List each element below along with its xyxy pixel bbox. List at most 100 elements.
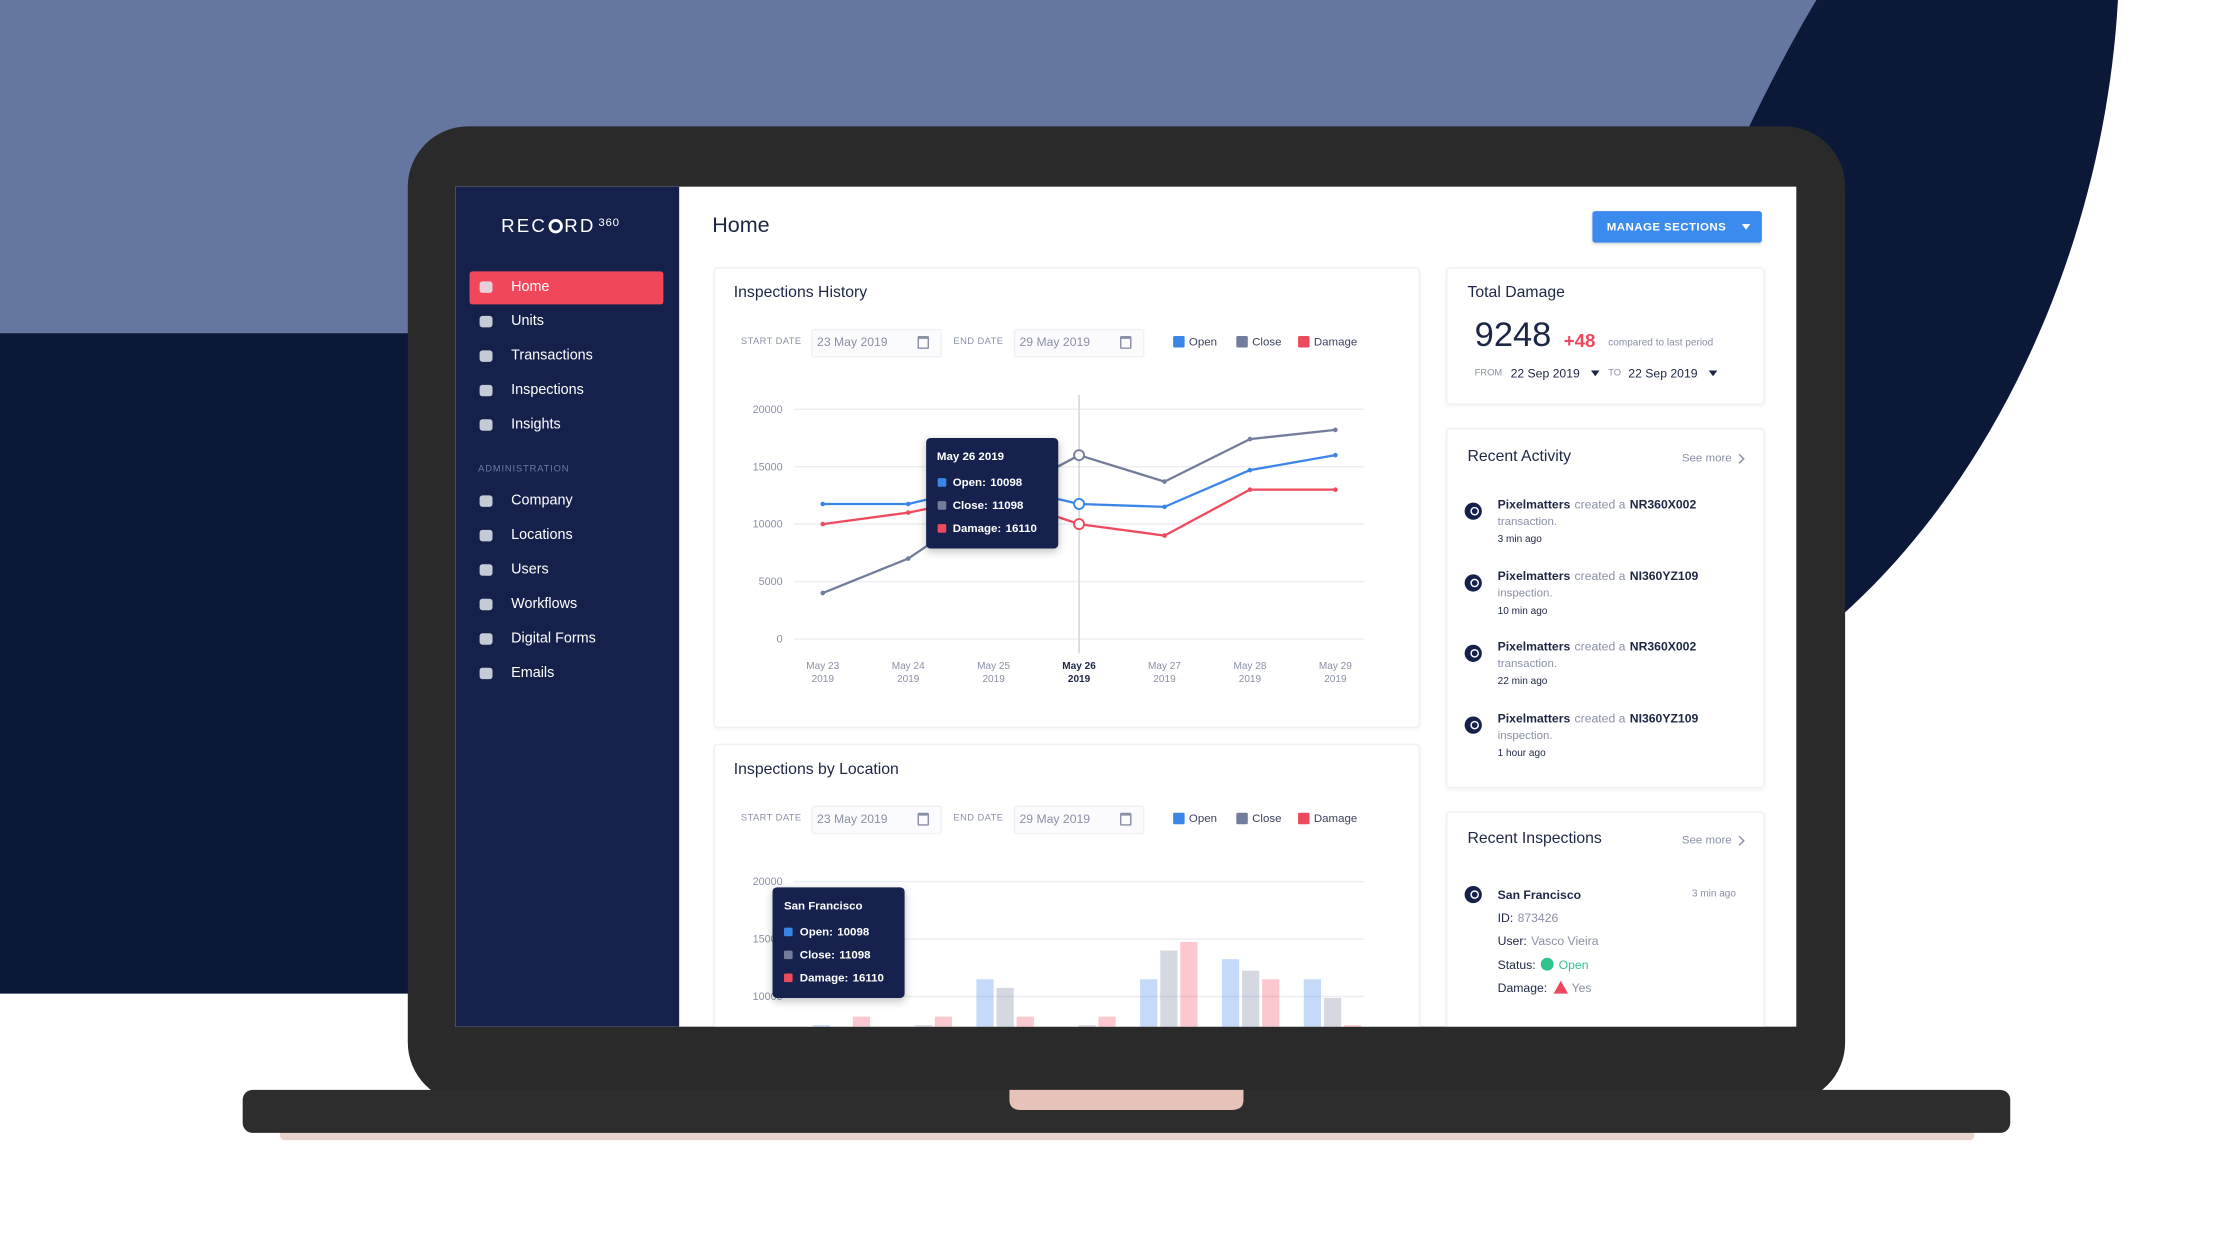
y-tick-label: 20000 xyxy=(752,875,783,889)
total-change: +48 xyxy=(1563,329,1596,352)
avatar-inner xyxy=(1469,649,1479,658)
point xyxy=(1073,518,1086,531)
tooltip-item: Damage: 16110 xyxy=(953,522,1037,535)
point xyxy=(820,590,826,596)
nav-item[interactable]: Units xyxy=(470,305,664,338)
card-title: Inspections History xyxy=(733,284,868,302)
y-tick-label: 5000 xyxy=(758,575,783,588)
manage-button[interactable]: MANAGE SECTIONS xyxy=(1592,211,1762,243)
tooltip-item: Open: 10098 xyxy=(800,925,869,938)
tooltip: San Francisco Open: 10098 Close: 11098 Damage… xyxy=(772,887,905,998)
nav-item[interactable]: Inspections xyxy=(470,374,664,407)
legend-label: Damage xyxy=(1313,811,1358,825)
nav-item[interactable]: Company xyxy=(470,485,664,518)
logo-text: RD xyxy=(564,214,596,237)
legend-swatch xyxy=(1173,812,1185,825)
legend-label: Open xyxy=(1188,811,1218,825)
nav-item[interactable]: Workflows xyxy=(470,588,664,621)
y-tick-label: 10000 xyxy=(752,517,783,531)
avatar-inner xyxy=(1469,720,1479,729)
activity-time: 10 min ago xyxy=(1497,605,1548,616)
date-field[interactable] xyxy=(1013,805,1145,835)
to-label: TO xyxy=(1608,368,1622,379)
activity-user: Pixelmatters xyxy=(1497,567,1571,583)
tooltip-swatch xyxy=(936,478,946,487)
nav-item[interactable]: Transactions xyxy=(470,340,664,373)
date-value: 29 May 2019 xyxy=(1019,811,1091,826)
legend-swatch xyxy=(1173,335,1185,348)
date-field[interactable] xyxy=(811,328,942,358)
point xyxy=(820,521,826,527)
nav-item[interactable]: Insights xyxy=(470,409,664,442)
bar xyxy=(996,987,1014,1027)
point xyxy=(905,501,911,507)
nav-label: Locations xyxy=(511,527,573,544)
logo-suffix: 360 xyxy=(598,216,620,230)
see-more[interactable]: See more xyxy=(1681,451,1732,465)
x-tick-label: May 23 2019 xyxy=(806,661,840,685)
tooltip-title: San Francisco xyxy=(783,899,863,913)
chart-layer xyxy=(794,394,1365,1027)
date-field[interactable] xyxy=(811,805,942,835)
date-field[interactable] xyxy=(1013,328,1145,358)
tooltip-item: Damage: 16110 xyxy=(800,971,884,984)
activity-action: created a xyxy=(1574,567,1626,583)
nav-item[interactable]: Locations xyxy=(470,519,664,552)
nav-item[interactable]: Home xyxy=(469,270,664,304)
card-title: Recent Activity xyxy=(1467,447,1572,466)
activity-user: Pixelmatters xyxy=(1497,638,1571,654)
date-value: 29 May 2019 xyxy=(1019,334,1091,349)
see-more[interactable]: See more xyxy=(1681,833,1732,847)
from-date[interactable]: 22 Sep 2019 xyxy=(1510,366,1580,381)
row-value: 873426 xyxy=(1517,910,1559,925)
activity-line: Pixelmatters created a NR360X002 xyxy=(1498,639,1697,653)
activity-ref: NR360X002 xyxy=(1629,638,1697,654)
nav-item[interactable]: Digital Forms xyxy=(470,622,664,655)
date-label: END DATE xyxy=(953,813,1004,824)
calendar-icon xyxy=(1119,335,1132,349)
activity-line: Pixelmatters created a NR360X002 xyxy=(1498,497,1697,511)
avatar-inner xyxy=(1469,506,1479,516)
bar xyxy=(1140,979,1158,1027)
bar xyxy=(1242,970,1260,1027)
calendar-icon xyxy=(917,812,930,826)
activity-ref: NI360YZ109 xyxy=(1629,710,1699,725)
laptop-base xyxy=(242,1089,2011,1133)
point xyxy=(1073,449,1086,462)
x-tick-label: May 25 2019 xyxy=(977,661,1011,685)
card-title: Total Damage xyxy=(1467,284,1565,302)
nav-label: Home xyxy=(511,279,550,296)
to-date[interactable]: 22 Sep 2019 xyxy=(1628,366,1698,381)
tooltip-swatch xyxy=(936,524,946,533)
button-label: MANAGE SECTIONS xyxy=(1606,220,1727,234)
bar xyxy=(812,1025,830,1027)
activity-card xyxy=(1445,427,1765,789)
bar xyxy=(1160,950,1178,1027)
nav-label: Company xyxy=(511,493,573,510)
nav-icon xyxy=(479,667,493,680)
legend-swatch xyxy=(1236,812,1248,825)
bar xyxy=(1303,979,1322,1027)
activity-object: transaction. xyxy=(1497,514,1558,528)
inspection-location: San Francisco xyxy=(1497,887,1582,902)
point xyxy=(1162,479,1167,484)
nav-label: Transactions xyxy=(511,348,593,364)
activity-ref: NR360X002 xyxy=(1629,496,1697,512)
tooltip-value: 10098 xyxy=(990,475,1023,489)
tooltip-label: Close: xyxy=(799,948,835,962)
tooltip-value: 16110 xyxy=(1005,521,1037,535)
calendar-icon xyxy=(1119,812,1132,826)
tooltip-item: Close: 11098 xyxy=(800,948,871,961)
nav-label: Emails xyxy=(511,665,555,682)
inspection-row: Damage: Yes xyxy=(1498,980,1592,995)
nav-icon xyxy=(479,384,493,397)
inspection-time: 3 min ago xyxy=(1691,889,1736,900)
tooltip-swatch xyxy=(783,973,793,983)
nav-item[interactable]: Emails xyxy=(470,657,664,690)
nav-item[interactable]: Users xyxy=(470,554,664,587)
bar xyxy=(1262,979,1280,1027)
bar xyxy=(934,1016,952,1027)
tooltip-title: May 26 2019 xyxy=(936,450,1004,464)
activity-time: 1 hour ago xyxy=(1497,748,1546,759)
